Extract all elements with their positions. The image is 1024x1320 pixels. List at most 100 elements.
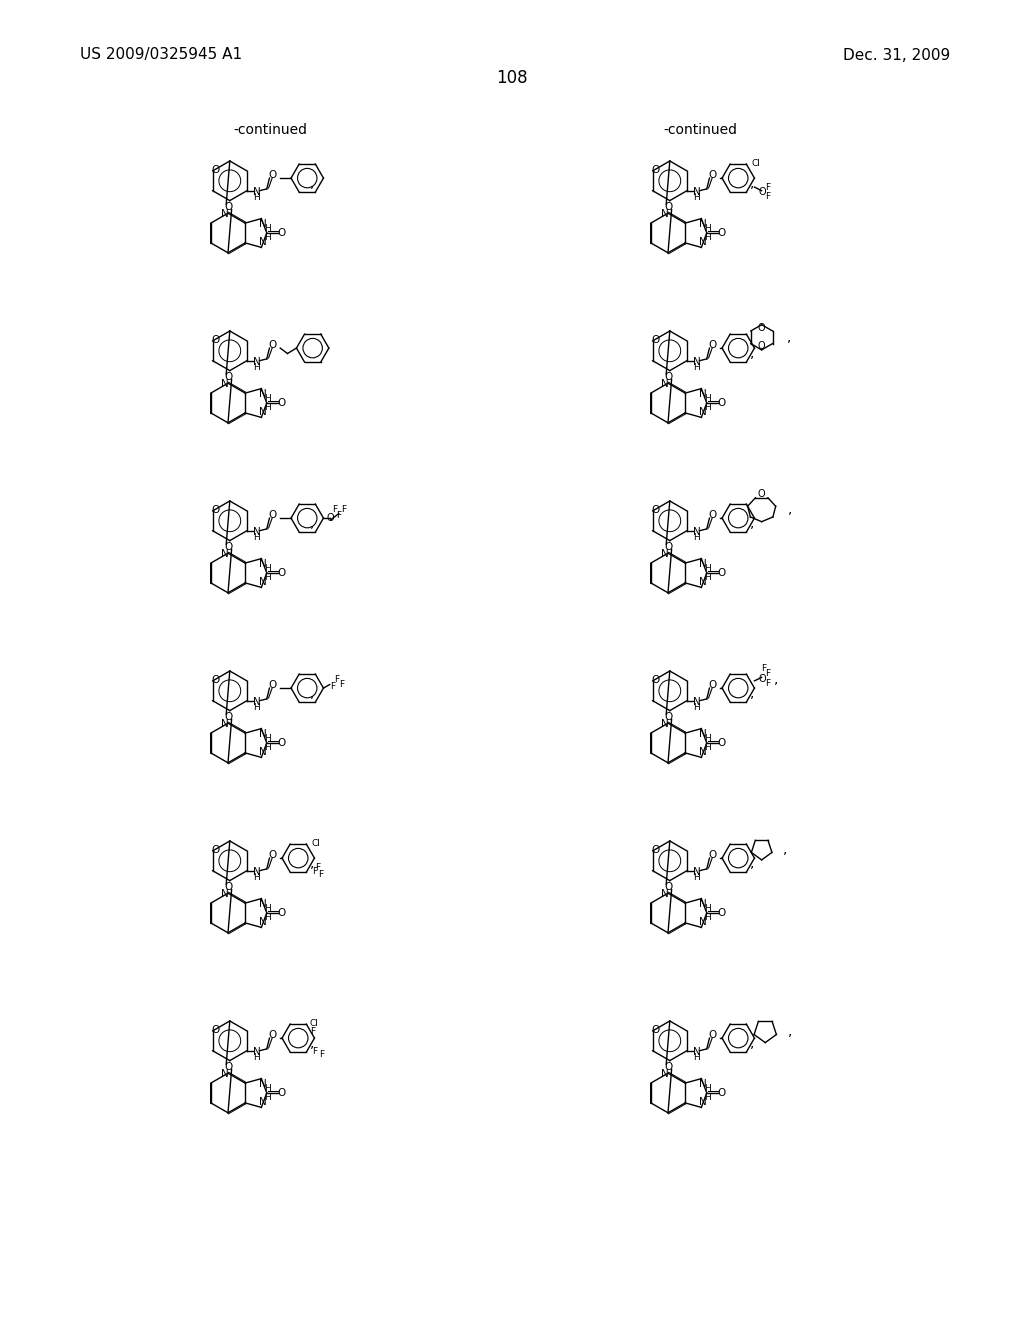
Text: F: F (330, 682, 335, 690)
Text: N: N (253, 1047, 261, 1056)
Text: H: H (254, 533, 260, 543)
Text: N: N (699, 577, 707, 587)
Text: N: N (220, 1069, 228, 1080)
Text: ,: , (750, 855, 754, 870)
Text: N: N (253, 527, 261, 537)
Text: O: O (211, 675, 219, 685)
Text: F: F (319, 1049, 325, 1059)
Text: N: N (693, 867, 700, 876)
Text: Dec. 31, 2009: Dec. 31, 2009 (843, 48, 950, 62)
Text: N: N (253, 356, 261, 367)
Text: H: H (693, 363, 700, 372)
Text: N: N (699, 729, 707, 739)
Text: N: N (699, 558, 707, 569)
Text: H: H (705, 1084, 711, 1093)
Text: H: H (254, 194, 260, 202)
Text: O: O (665, 543, 673, 552)
Text: F: F (341, 506, 346, 515)
Text: H: H (693, 704, 700, 713)
Text: ,: , (309, 1036, 314, 1049)
Text: N: N (693, 186, 700, 197)
Text: N: N (259, 1097, 267, 1107)
Text: O: O (278, 738, 286, 748)
Text: O: O (717, 399, 725, 408)
Text: H: H (705, 224, 711, 234)
Text: O: O (665, 202, 673, 213)
Text: ,: , (309, 855, 314, 870)
Text: Cl: Cl (309, 1019, 318, 1028)
Text: -continued: -continued (663, 123, 737, 137)
Text: O: O (225, 372, 233, 381)
Text: O: O (268, 169, 276, 180)
Text: O: O (759, 675, 766, 684)
Text: F: F (315, 862, 321, 871)
Text: F: F (761, 664, 766, 673)
Text: N: N (259, 747, 267, 756)
Text: O: O (225, 202, 233, 213)
Text: N: N (699, 1097, 707, 1107)
Text: O: O (651, 1026, 659, 1035)
Text: O: O (268, 680, 276, 689)
Text: ,: , (750, 1036, 754, 1049)
Text: F: F (765, 182, 770, 191)
Text: ,: , (788, 1024, 793, 1038)
Text: N: N (699, 899, 707, 909)
Text: H: H (264, 904, 271, 913)
Text: N: N (660, 379, 669, 389)
Text: N: N (660, 1069, 669, 1080)
Text: N: N (259, 389, 267, 399)
Text: N: N (220, 719, 228, 729)
Text: H: H (705, 913, 711, 921)
Text: O: O (278, 908, 286, 917)
Text: H: H (264, 1084, 271, 1093)
Text: H: H (264, 393, 271, 403)
Text: O: O (211, 165, 219, 176)
Text: O: O (708, 339, 716, 350)
Text: N: N (699, 747, 707, 756)
Text: N: N (253, 186, 261, 197)
Text: O: O (327, 513, 335, 523)
Text: O: O (268, 1030, 276, 1040)
Text: O: O (211, 845, 219, 855)
Text: O: O (717, 228, 725, 238)
Text: O: O (758, 323, 766, 333)
Text: O: O (651, 675, 659, 685)
Text: N: N (699, 1078, 707, 1089)
Text: H: H (264, 564, 271, 573)
Text: O: O (651, 165, 659, 176)
Text: N: N (699, 407, 707, 417)
Text: O: O (665, 711, 673, 722)
Text: ,: , (309, 685, 314, 700)
Text: H: H (705, 743, 711, 752)
Text: O: O (708, 1030, 716, 1040)
Text: H: H (254, 874, 260, 882)
Text: N: N (699, 917, 707, 927)
Text: O: O (717, 568, 725, 578)
Text: O: O (268, 510, 276, 520)
Text: O: O (758, 342, 766, 351)
Text: F: F (312, 1047, 317, 1056)
Text: H: H (705, 904, 711, 913)
Text: N: N (693, 697, 700, 706)
Text: O: O (211, 506, 219, 515)
Text: N: N (259, 1078, 267, 1089)
Text: N: N (699, 219, 707, 228)
Text: O: O (225, 882, 233, 892)
Text: O: O (665, 1061, 673, 1072)
Text: O: O (278, 228, 286, 238)
Text: -continued: -continued (233, 123, 307, 137)
Text: O: O (717, 908, 725, 917)
Text: N: N (693, 1047, 700, 1056)
Text: H: H (705, 1093, 711, 1102)
Text: F: F (312, 867, 317, 876)
Text: N: N (259, 899, 267, 909)
Text: US 2009/0325945 A1: US 2009/0325945 A1 (80, 48, 242, 62)
Text: O: O (758, 488, 766, 499)
Text: H: H (705, 734, 711, 743)
Text: ,: , (750, 176, 754, 190)
Text: H: H (693, 1053, 700, 1063)
Text: 108: 108 (497, 69, 527, 87)
Text: ,: , (309, 176, 314, 190)
Text: O: O (225, 1061, 233, 1072)
Text: O: O (665, 882, 673, 892)
